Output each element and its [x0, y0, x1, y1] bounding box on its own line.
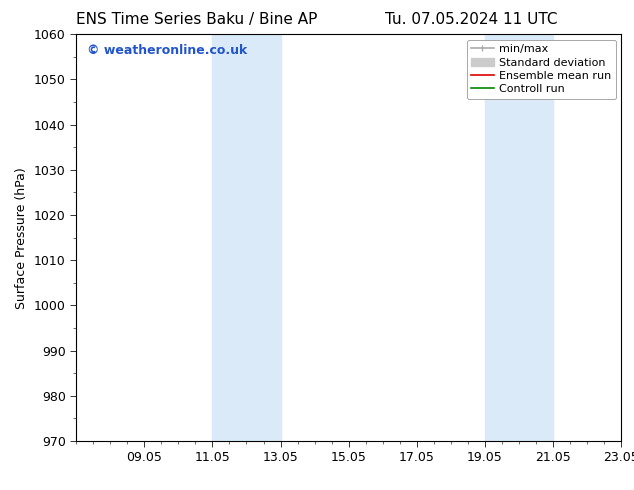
Text: © weatheronline.co.uk: © weatheronline.co.uk [87, 45, 247, 57]
Y-axis label: Surface Pressure (hPa): Surface Pressure (hPa) [15, 167, 29, 309]
Bar [212, 34, 280, 441]
Legend: min/max, Standard deviation, Ensemble mean run, Controll run: min/max, Standard deviation, Ensemble me… [467, 40, 616, 99]
Text: Tu. 07.05.2024 11 UTC: Tu. 07.05.2024 11 UTC [385, 12, 558, 27]
Text: ENS Time Series Baku / Bine AP: ENS Time Series Baku / Bine AP [76, 12, 318, 27]
Bar [485, 34, 553, 441]
